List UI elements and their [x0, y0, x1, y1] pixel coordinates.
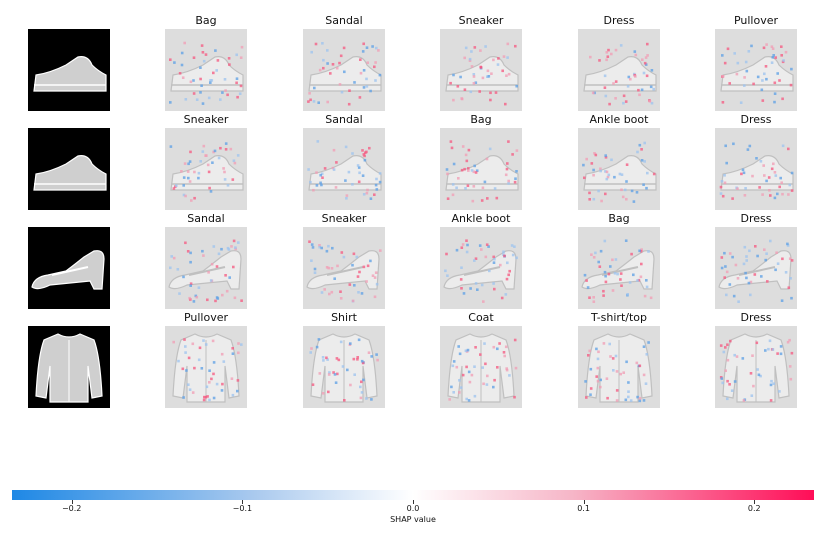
colorbar-tick-mark — [754, 500, 756, 504]
explanation-title: Bag — [470, 113, 492, 126]
shap-overlay — [440, 326, 522, 408]
shap-overlay — [578, 128, 660, 210]
explanation-title: Dress — [740, 113, 772, 126]
shap-overlay — [440, 29, 522, 111]
shap-heatmap — [165, 326, 247, 408]
shap-heatmap — [578, 29, 660, 111]
colorbar-tick-label: −0.2 — [61, 504, 82, 513]
shap-overlay — [165, 128, 247, 210]
colorbar-label: SHAP value — [390, 515, 436, 524]
shap-overlay — [715, 128, 797, 210]
explanation-title: Dress — [740, 212, 772, 225]
shap-overlay — [165, 326, 247, 408]
shap-heatmap — [578, 227, 660, 309]
shap-heatmap — [715, 128, 797, 210]
shap-overlay — [578, 326, 660, 408]
explanation-title: Dress — [740, 311, 772, 324]
explanation-title: T-shirt/top — [590, 311, 647, 324]
explanation-title: Bag — [195, 14, 217, 27]
explanation-title: Pullover — [733, 14, 779, 27]
shap-heatmap — [303, 29, 385, 111]
input-image — [28, 227, 110, 309]
shap-heatmap — [440, 326, 522, 408]
explanation-title: Dress — [603, 14, 635, 27]
colorbar-tick-mark — [242, 500, 244, 504]
shap-colorbar — [12, 490, 814, 500]
shap-overlay — [715, 227, 797, 309]
shap-heatmap — [440, 227, 522, 309]
shap-heatmap — [303, 128, 385, 210]
input-silhouette — [33, 155, 107, 191]
shap-overlay — [303, 326, 385, 408]
input-silhouette — [33, 56, 107, 92]
shap-overlay — [440, 227, 522, 309]
shap-heatmap — [578, 128, 660, 210]
input-image — [28, 29, 110, 111]
explanation-title: Sandal — [325, 113, 363, 126]
explanation-title: Pullover — [183, 311, 229, 324]
shap-heatmap — [715, 326, 797, 408]
shap-overlay — [303, 29, 385, 111]
explanation-title: Shirt — [331, 311, 357, 324]
colorbar-tick-label: −0.1 — [232, 504, 253, 513]
colorbar-tick-label: 0.1 — [577, 504, 590, 513]
shap-heatmap — [578, 326, 660, 408]
shap-heatmap — [303, 227, 385, 309]
explanation-title: Sandal — [187, 212, 225, 225]
explanation-title: Sneaker — [458, 14, 504, 27]
input-silhouette — [35, 333, 103, 403]
colorbar-tick-mark — [71, 500, 73, 504]
shap-overlay — [578, 29, 660, 111]
colorbar-tick-mark — [413, 500, 414, 504]
input-image — [28, 128, 110, 210]
input-silhouette — [31, 250, 105, 290]
shap-overlay — [165, 29, 247, 111]
shap-overlay — [578, 227, 660, 309]
shap-overlay — [303, 227, 385, 309]
shap-heatmap — [440, 29, 522, 111]
explanation-title: Bag — [608, 212, 630, 225]
explanation-title: Sneaker — [321, 212, 367, 225]
colorbar-tick-label: 0.2 — [747, 504, 761, 513]
shap-heatmap — [165, 128, 247, 210]
explanation-title: Sandal — [325, 14, 363, 27]
explanation-title: Sneaker — [183, 113, 229, 126]
shap-heatmap — [165, 29, 247, 111]
shap-heatmap — [715, 227, 797, 309]
shap-overlay — [715, 326, 797, 408]
shap-heatmap — [303, 326, 385, 408]
explanation-title: Coat — [468, 311, 494, 324]
shap-heatmap — [165, 227, 247, 309]
shap-overlay — [440, 128, 522, 210]
colorbar-tick-label: 0.0 — [406, 504, 420, 513]
input-image — [28, 326, 110, 408]
shap-heatmap — [715, 29, 797, 111]
shap-overlay — [715, 29, 797, 111]
shap-heatmap — [440, 128, 522, 210]
explanation-title: Ankle boot — [451, 212, 511, 225]
colorbar-tick-mark — [583, 500, 585, 504]
shap-overlay — [303, 128, 385, 210]
explanation-title: Ankle boot — [589, 113, 649, 126]
shap-overlay — [165, 227, 247, 309]
